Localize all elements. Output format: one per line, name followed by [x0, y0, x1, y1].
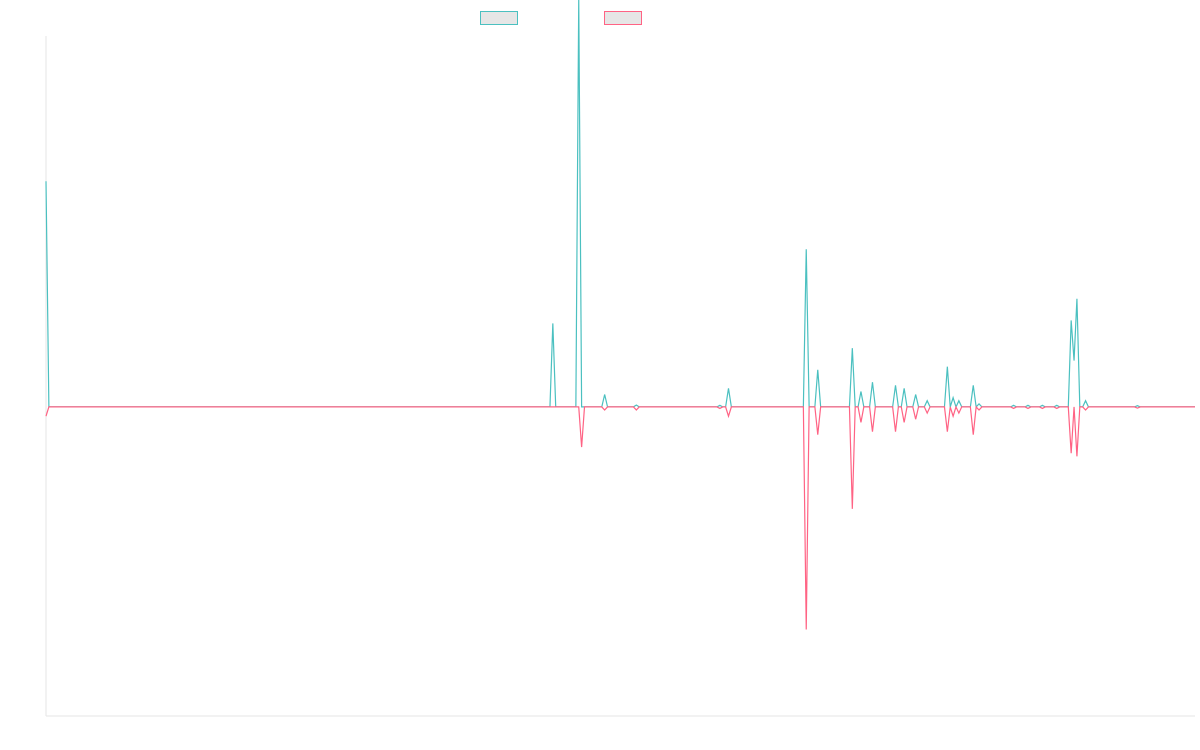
- legend-item-series-1[interactable]: [480, 9, 518, 27]
- legend-swatch-series-1: [480, 11, 518, 25]
- legend: [0, 9, 1200, 27]
- legend-swatch-series-2: [604, 11, 642, 25]
- legend-item-series-2[interactable]: [604, 9, 642, 27]
- series-line-2: [45, 405, 1195, 630]
- series-line-1: [45, 0, 1195, 409]
